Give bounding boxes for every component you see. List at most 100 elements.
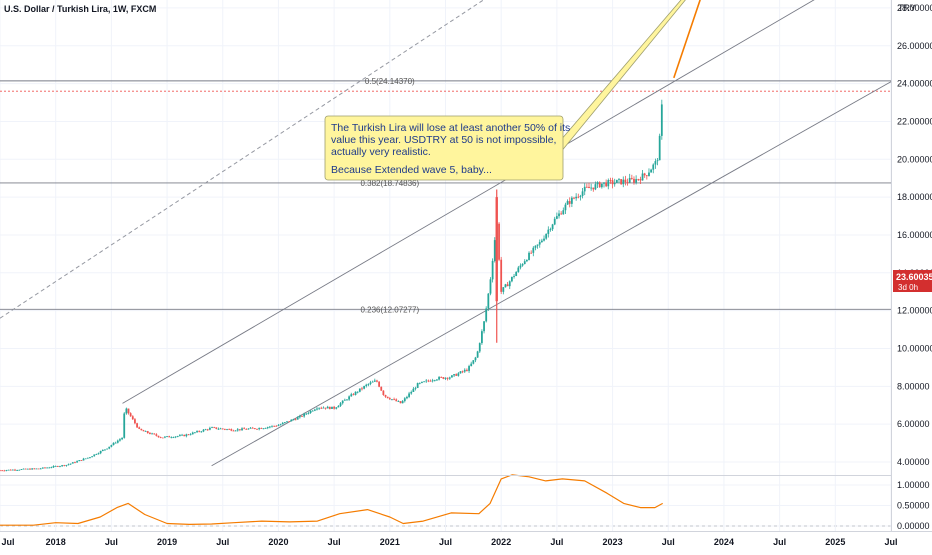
candle-body	[581, 191, 584, 196]
candle-body	[309, 410, 312, 413]
candle-body	[7, 469, 10, 471]
indicator-pane	[0, 474, 663, 526]
candle-body	[425, 380, 428, 382]
candle-body	[457, 373, 460, 376]
candle-body	[532, 247, 535, 253]
candle-body	[543, 238, 545, 241]
candle-body	[660, 104, 663, 136]
candle-body	[463, 369, 466, 372]
candle-body	[61, 465, 64, 467]
candle-body	[140, 428, 143, 431]
candle-body	[294, 419, 297, 421]
candle-body	[149, 432, 151, 434]
candle-body	[108, 446, 111, 449]
candle-body	[316, 408, 318, 410]
candle-body	[538, 242, 541, 245]
x-tick-label: Jul	[328, 537, 341, 547]
candle-body	[112, 442, 115, 446]
candle-body	[268, 426, 271, 428]
candle-body	[33, 468, 36, 470]
candle-body	[127, 408, 130, 414]
candle-body	[502, 287, 505, 292]
candle-body	[230, 429, 233, 431]
candle-body	[80, 460, 83, 461]
candle-body	[523, 261, 526, 264]
candle-body	[470, 363, 473, 367]
candle-body	[596, 182, 599, 185]
candle-body	[406, 396, 408, 399]
candle-body	[131, 416, 134, 420]
candle-body	[238, 429, 241, 431]
candle-body	[341, 400, 344, 404]
candle-body	[444, 377, 447, 379]
candle-body	[275, 425, 278, 427]
candle-body	[326, 406, 329, 409]
x-tick-label: 2021	[380, 537, 400, 547]
candle-body	[453, 374, 455, 376]
candle-body	[566, 201, 569, 205]
candle-body	[361, 388, 363, 390]
candle-body	[174, 436, 177, 438]
candle-body	[134, 419, 136, 424]
candle-body	[485, 308, 488, 322]
y-tick-label: 18.00000	[897, 192, 932, 202]
candle-body	[39, 468, 42, 470]
candle-body	[29, 468, 31, 470]
candle-body	[416, 383, 419, 388]
callout-line-5: Because Extended wave 5, baby...	[331, 164, 492, 176]
x-axis[interactable]: Jul 2018 Jul 2019 Jul 2020 Jul 2021 Jul 2022 Jul 20…	[1, 537, 897, 547]
candle-body	[408, 393, 410, 397]
y-tick-label: 20.00000	[897, 154, 932, 164]
candle-body	[258, 428, 261, 430]
candle-body	[391, 399, 393, 401]
candle-body	[266, 427, 269, 429]
candle-body	[598, 182, 601, 188]
spike-body	[495, 197, 498, 302]
candle-body	[515, 271, 518, 276]
candle-body	[82, 458, 85, 461]
candle-body	[446, 377, 449, 379]
candle-body	[288, 421, 291, 423]
candle-body	[358, 388, 361, 392]
candle-body	[388, 398, 391, 400]
grid-layer	[0, 0, 892, 531]
candle-body	[508, 281, 511, 287]
candle-body	[613, 182, 616, 185]
countdown: 3d 0h	[898, 283, 918, 292]
candle-body	[279, 424, 282, 426]
candle-body	[600, 183, 603, 188]
candle-body	[35, 468, 38, 470]
candle-body	[373, 380, 376, 382]
candle-body	[335, 407, 338, 409]
dashed-trendline[interactable]	[0, 0, 891, 319]
candle-body	[318, 407, 321, 409]
candle-body	[101, 449, 104, 452]
candle-body	[551, 224, 554, 230]
candle-body	[221, 428, 224, 430]
fib-levels: 1(47.00530)0.886(41.79286)0.707(33.60840…	[0, 77, 891, 314]
y-axis[interactable]: 4.000006.000008.0000010.0000012.0000014.…	[897, 3, 932, 531]
candle-body	[104, 449, 106, 451]
callout-line-1: The Turkish Lira will lose at least anot…	[331, 122, 570, 134]
callout-note[interactable]: The Turkish Lira will lose at least anot…	[324, 0, 780, 181]
candle-body	[24, 468, 27, 470]
channel-lower-line[interactable]	[211, 81, 892, 467]
ind-tick-label: 0.00000	[897, 521, 930, 531]
candle-body	[245, 429, 248, 430]
candle-body	[170, 437, 173, 439]
candle-body	[121, 437, 123, 440]
candle-body	[590, 187, 593, 189]
candle-body	[123, 413, 126, 438]
candle-body	[558, 213, 560, 217]
fib-level-label: 0.236(12.07277)	[360, 305, 419, 314]
candle-body	[236, 429, 239, 431]
candle-body	[69, 463, 72, 465]
projection-arrow[interactable]	[673, 0, 819, 79]
ind-tick-label: 1.00000	[897, 480, 930, 490]
candle-body	[106, 448, 108, 450]
candle-body	[560, 213, 563, 215]
y-tick-label: 16.00000	[897, 230, 932, 240]
candle-body	[0, 470, 1, 472]
candle-body	[628, 177, 631, 183]
